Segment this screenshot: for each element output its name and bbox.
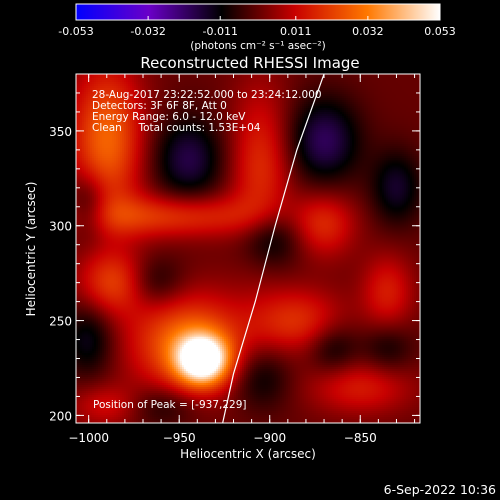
y-tick-label: 250 <box>49 315 72 329</box>
footer-date: 6-Sep-2022 10:36 <box>384 482 496 497</box>
heatmap-image <box>76 74 420 423</box>
info-line-1: 28-Aug-2017 23:22:52.000 to 23:24:12.000 <box>92 89 322 101</box>
y-axis-label: Heliocentric Y (arcsec) <box>24 182 38 317</box>
colorbar-tick-label: 0.032 <box>352 25 384 38</box>
y-axis: 200 250 300 350 <box>49 73 420 423</box>
x-tick-label: −1000 <box>68 431 109 445</box>
x-tick-label: −850 <box>344 431 377 445</box>
colorbar-tick-label: -0.011 <box>202 25 237 38</box>
colorbar-units-label: (photons cm⁻² s⁻¹ asec⁻²) <box>190 40 325 52</box>
y-tick-label: 350 <box>49 125 72 139</box>
y-tick-label: 200 <box>49 409 72 423</box>
x-tick-label: −900 <box>253 431 286 445</box>
peak-position-label: Position of Peak = [-937,229] <box>93 399 247 411</box>
x-axis: −1000 −950 −900 −850 <box>68 74 416 445</box>
colorbar-tick-label: 0.053 <box>424 25 456 38</box>
y-tick-label: 300 <box>49 220 72 234</box>
info-block: 28-Aug-2017 23:22:52.000 to 23:24:12.000… <box>92 89 322 134</box>
colorbar-tick-label: 0.011 <box>280 25 312 38</box>
info-line-4: Clean Total counts: 1.53E+04 <box>92 122 261 134</box>
solar-limb-curve <box>222 74 325 423</box>
colorbar: -0.053 -0.032 -0.011 0.011 0.032 0.053 (photo… <box>58 3 456 52</box>
info-line-2: Detectors: 3F 6F 8F, Att 0 <box>92 100 227 112</box>
colorbar-tick-label: -0.032 <box>130 25 165 38</box>
x-tick-label: −950 <box>163 431 196 445</box>
x-axis-label: Heliocentric X (arcsec) <box>180 447 316 461</box>
colorbar-ticks: -0.053 -0.032 -0.011 0.011 0.032 0.053 <box>58 16 456 38</box>
colorbar-gradient <box>75 3 441 21</box>
info-line-3: Energy Range: 6.0 - 12.0 keV <box>92 111 246 123</box>
plot-title: Reconstructed RHESSI Image <box>140 54 359 72</box>
colorbar-tick-label: -0.053 <box>58 25 93 38</box>
plot-frame <box>75 73 421 424</box>
